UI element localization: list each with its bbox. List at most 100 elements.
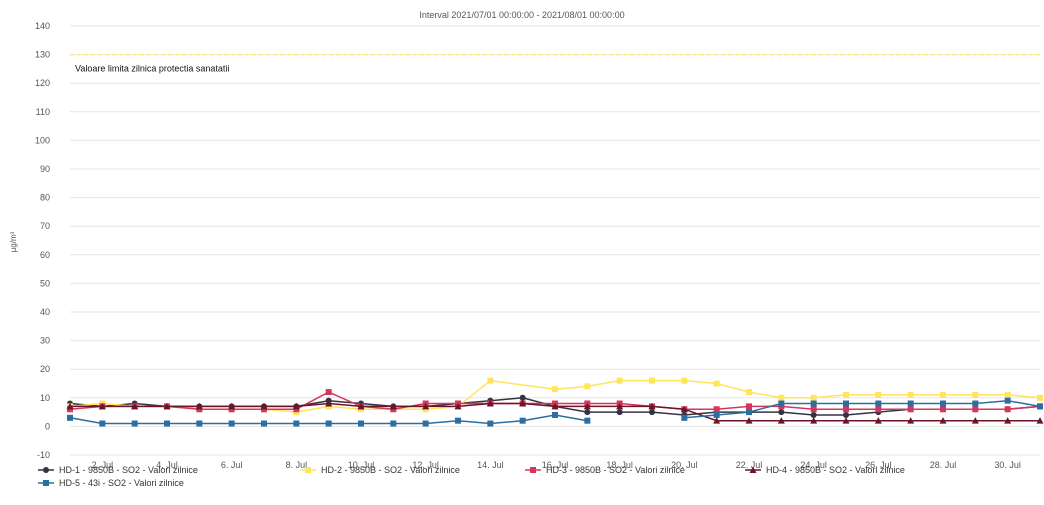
data-point[interactable] — [680, 405, 688, 413]
data-point[interactable] — [907, 400, 914, 407]
data-point[interactable] — [293, 420, 300, 427]
data-point[interactable] — [778, 409, 785, 416]
legend-item[interactable]: HD-2 - 9850B - SO2 - Valori zilnice — [300, 465, 460, 475]
data-point[interactable] — [1004, 397, 1011, 404]
data-point[interactable] — [1037, 403, 1043, 410]
legend-marker[interactable] — [530, 467, 536, 473]
data-point[interactable] — [972, 406, 979, 413]
legend[interactable]: HD-1 - 9850B - SO2 - Valori zilnice HD-2 … — [38, 465, 905, 488]
data-point[interactable] — [616, 402, 624, 410]
data-point[interactable] — [98, 402, 106, 410]
data-point[interactable] — [1004, 391, 1011, 398]
data-point[interactable] — [778, 400, 785, 407]
data-point[interactable] — [875, 400, 882, 407]
legend-marker[interactable] — [749, 466, 757, 474]
data-point[interactable] — [1004, 417, 1012, 424]
data-point[interactable] — [875, 391, 882, 398]
data-point[interactable] — [292, 402, 300, 410]
data-point[interactable] — [810, 400, 817, 407]
data-point[interactable] — [907, 406, 914, 413]
data-point[interactable] — [713, 417, 721, 424]
data-point[interactable] — [67, 414, 73, 421]
data-point[interactable] — [358, 420, 364, 427]
data-point[interactable] — [649, 409, 655, 416]
legend-marker[interactable] — [43, 467, 49, 473]
data-point[interactable] — [552, 411, 558, 418]
data-point[interactable] — [454, 402, 462, 410]
data-point[interactable] — [843, 391, 849, 398]
data-point[interactable] — [357, 402, 365, 410]
data-point[interactable] — [583, 402, 591, 410]
data-point[interactable] — [972, 400, 979, 407]
data-point[interactable] — [1004, 406, 1011, 413]
data-point[interactable] — [648, 402, 656, 410]
data-point[interactable] — [616, 377, 623, 384]
data-point[interactable] — [163, 402, 171, 410]
data-point[interactable] — [810, 406, 817, 413]
data-point[interactable] — [519, 400, 527, 407]
legend-item[interactable]: HD-4 - 9850B - SO2 - Valori zilnice — [745, 465, 905, 475]
data-point[interactable] — [778, 394, 785, 401]
data-point[interactable] — [907, 391, 914, 398]
data-point[interactable] — [584, 417, 591, 424]
data-point[interactable] — [713, 380, 720, 387]
data-point[interactable] — [390, 420, 397, 427]
data-point[interactable] — [940, 391, 946, 398]
data-point[interactable] — [164, 420, 170, 427]
data-point[interactable] — [777, 417, 785, 424]
data-point[interactable] — [552, 386, 558, 393]
data-point[interactable] — [487, 420, 494, 427]
data-point[interactable] — [325, 389, 332, 396]
data-point[interactable] — [486, 400, 494, 407]
data-point[interactable] — [746, 403, 752, 410]
legend-item[interactable]: HD-1 - 9850B - SO2 - Valori zilnice — [38, 465, 198, 475]
data-point[interactable] — [810, 417, 818, 424]
data-point[interactable] — [228, 420, 235, 427]
data-point[interactable] — [843, 411, 849, 418]
data-point[interactable] — [875, 406, 882, 413]
data-point[interactable] — [131, 420, 138, 427]
data-point[interactable] — [519, 417, 526, 424]
data-point[interactable] — [745, 417, 753, 424]
data-point[interactable] — [907, 417, 915, 424]
data-point[interactable] — [681, 414, 688, 421]
data-point[interactable] — [972, 391, 979, 398]
data-point[interactable] — [746, 389, 752, 396]
data-point[interactable] — [584, 383, 591, 390]
data-point[interactable] — [422, 402, 430, 410]
data-point[interactable] — [810, 394, 817, 401]
data-point[interactable] — [66, 402, 74, 410]
data-point[interactable] — [713, 406, 720, 413]
data-point[interactable] — [455, 417, 461, 424]
data-point[interactable] — [616, 409, 623, 416]
data-point[interactable] — [843, 406, 849, 413]
data-point[interactable] — [810, 411, 817, 418]
data-point[interactable] — [325, 400, 333, 407]
data-point[interactable] — [681, 377, 688, 384]
data-point[interactable] — [422, 420, 429, 427]
data-point[interactable] — [260, 402, 268, 410]
data-point[interactable] — [228, 402, 236, 410]
data-point[interactable] — [713, 411, 720, 418]
data-point[interactable] — [389, 402, 397, 410]
data-point[interactable] — [940, 406, 946, 413]
data-point[interactable] — [195, 402, 203, 410]
data-point[interactable] — [842, 417, 850, 424]
data-point[interactable] — [261, 420, 267, 427]
legend-marker[interactable] — [43, 480, 49, 486]
data-point[interactable] — [971, 417, 979, 424]
data-point[interactable] — [843, 400, 849, 407]
data-point[interactable] — [1036, 417, 1044, 424]
data-point[interactable] — [746, 409, 752, 416]
data-point[interactable] — [1037, 394, 1043, 401]
data-point[interactable] — [131, 402, 139, 410]
data-point[interactable] — [649, 377, 655, 384]
data-point[interactable] — [940, 400, 946, 407]
data-point[interactable] — [551, 402, 559, 410]
legend-marker[interactable] — [305, 467, 311, 473]
data-point[interactable] — [487, 377, 494, 384]
data-point[interactable] — [874, 417, 882, 424]
data-point[interactable] — [519, 394, 526, 401]
legend-item[interactable]: HD-3 - 9850B - SO2 - Valori zilnice — [525, 465, 685, 475]
data-point[interactable] — [325, 420, 332, 427]
